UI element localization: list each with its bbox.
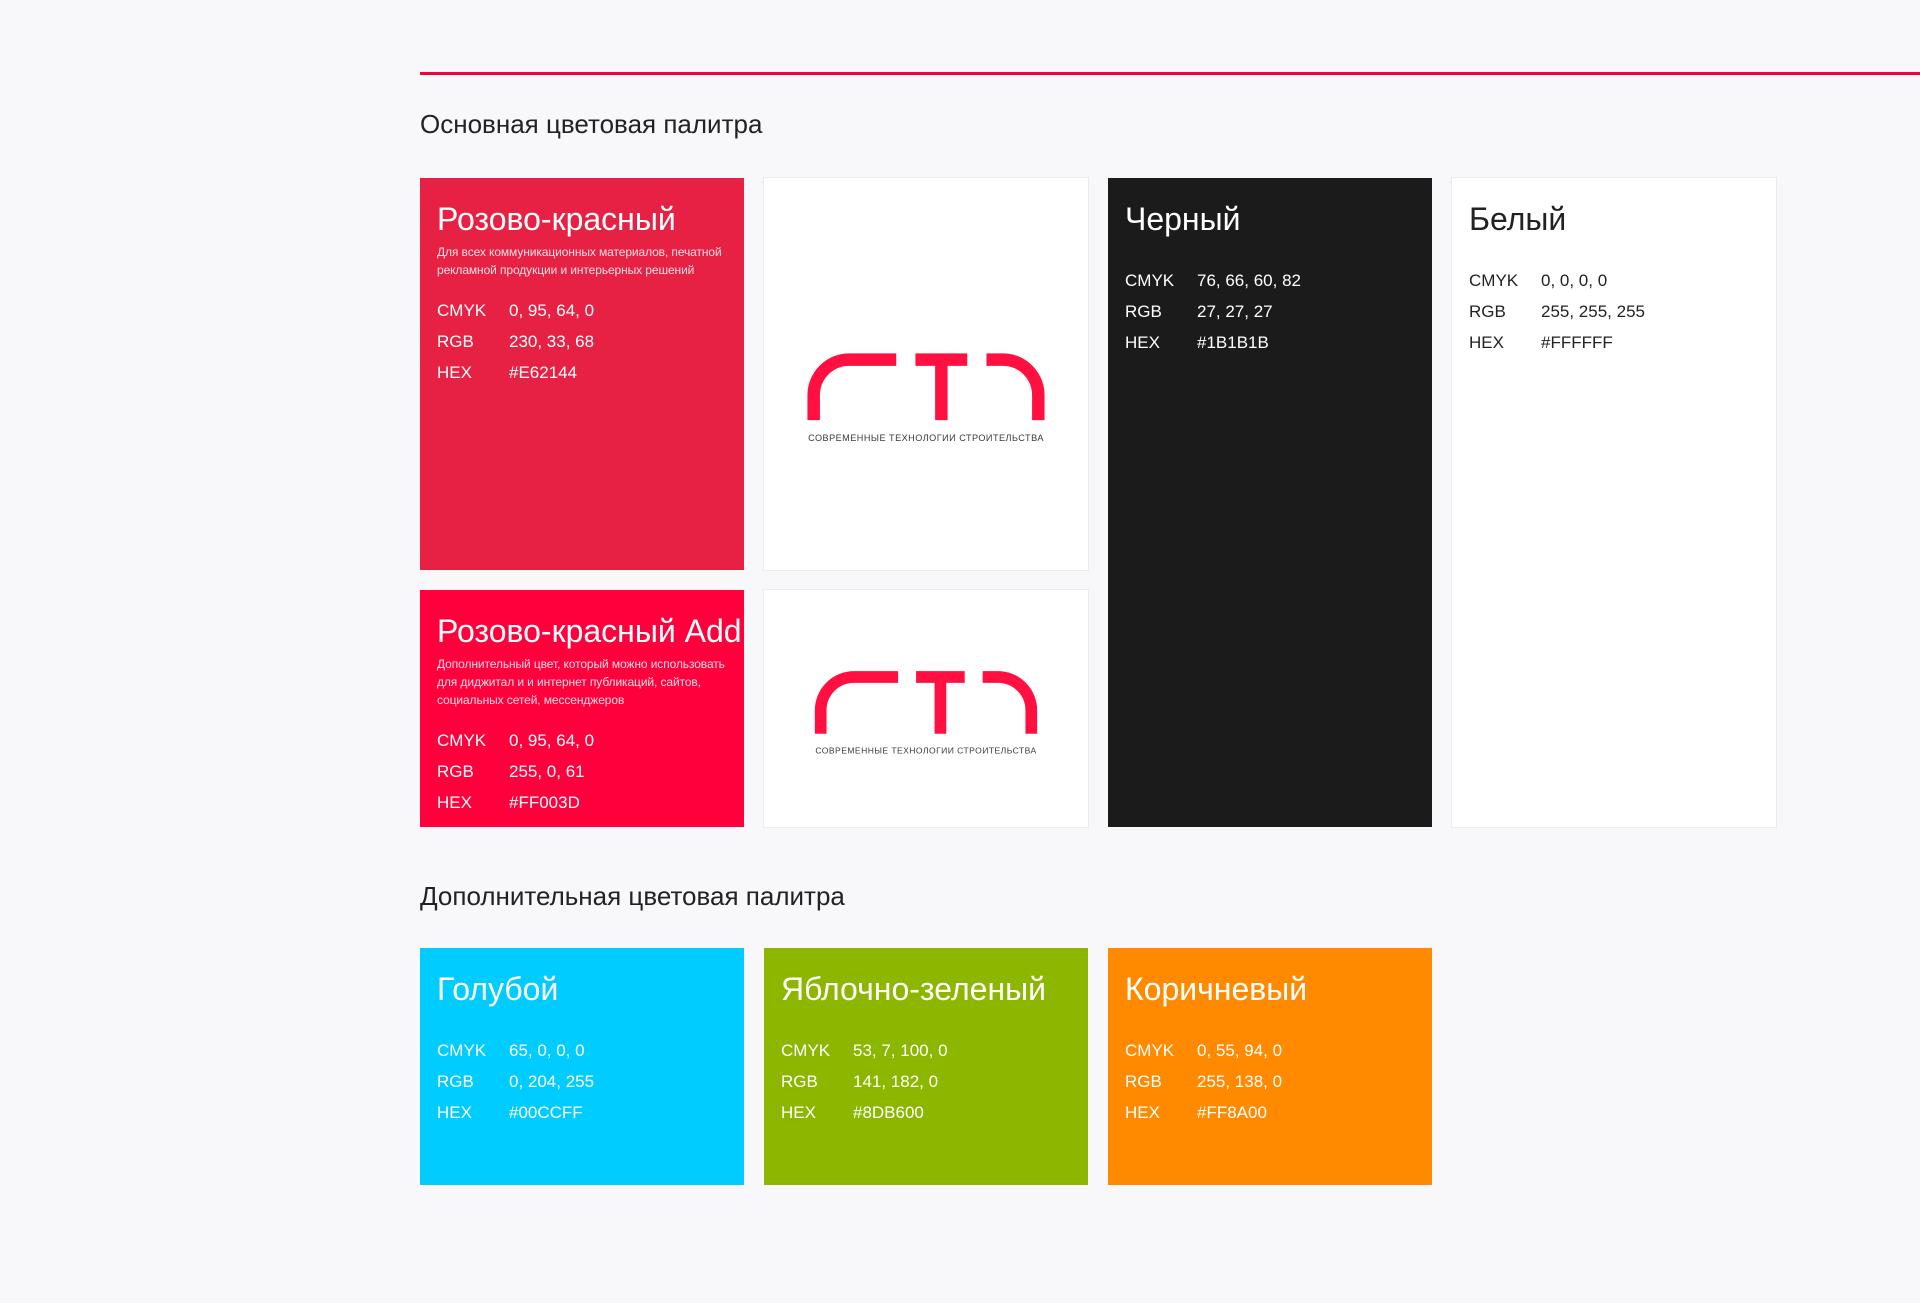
svg-text:СОВРЕМЕННЫЕ ТЕХНОЛОГИИ СТРОИТЕ: СОВРЕМЕННЫЕ ТЕХНОЛОГИИ СТРОИТЕЛЬСТВА — [808, 433, 1044, 443]
svg-text:СОВРЕМЕННЫЕ ТЕХНОЛОГИИ СТРОИТЕ: СОВРЕМЕННЫЕ ТЕХНОЛОГИИ СТРОИТЕЛЬСТВА — [815, 746, 1036, 756]
